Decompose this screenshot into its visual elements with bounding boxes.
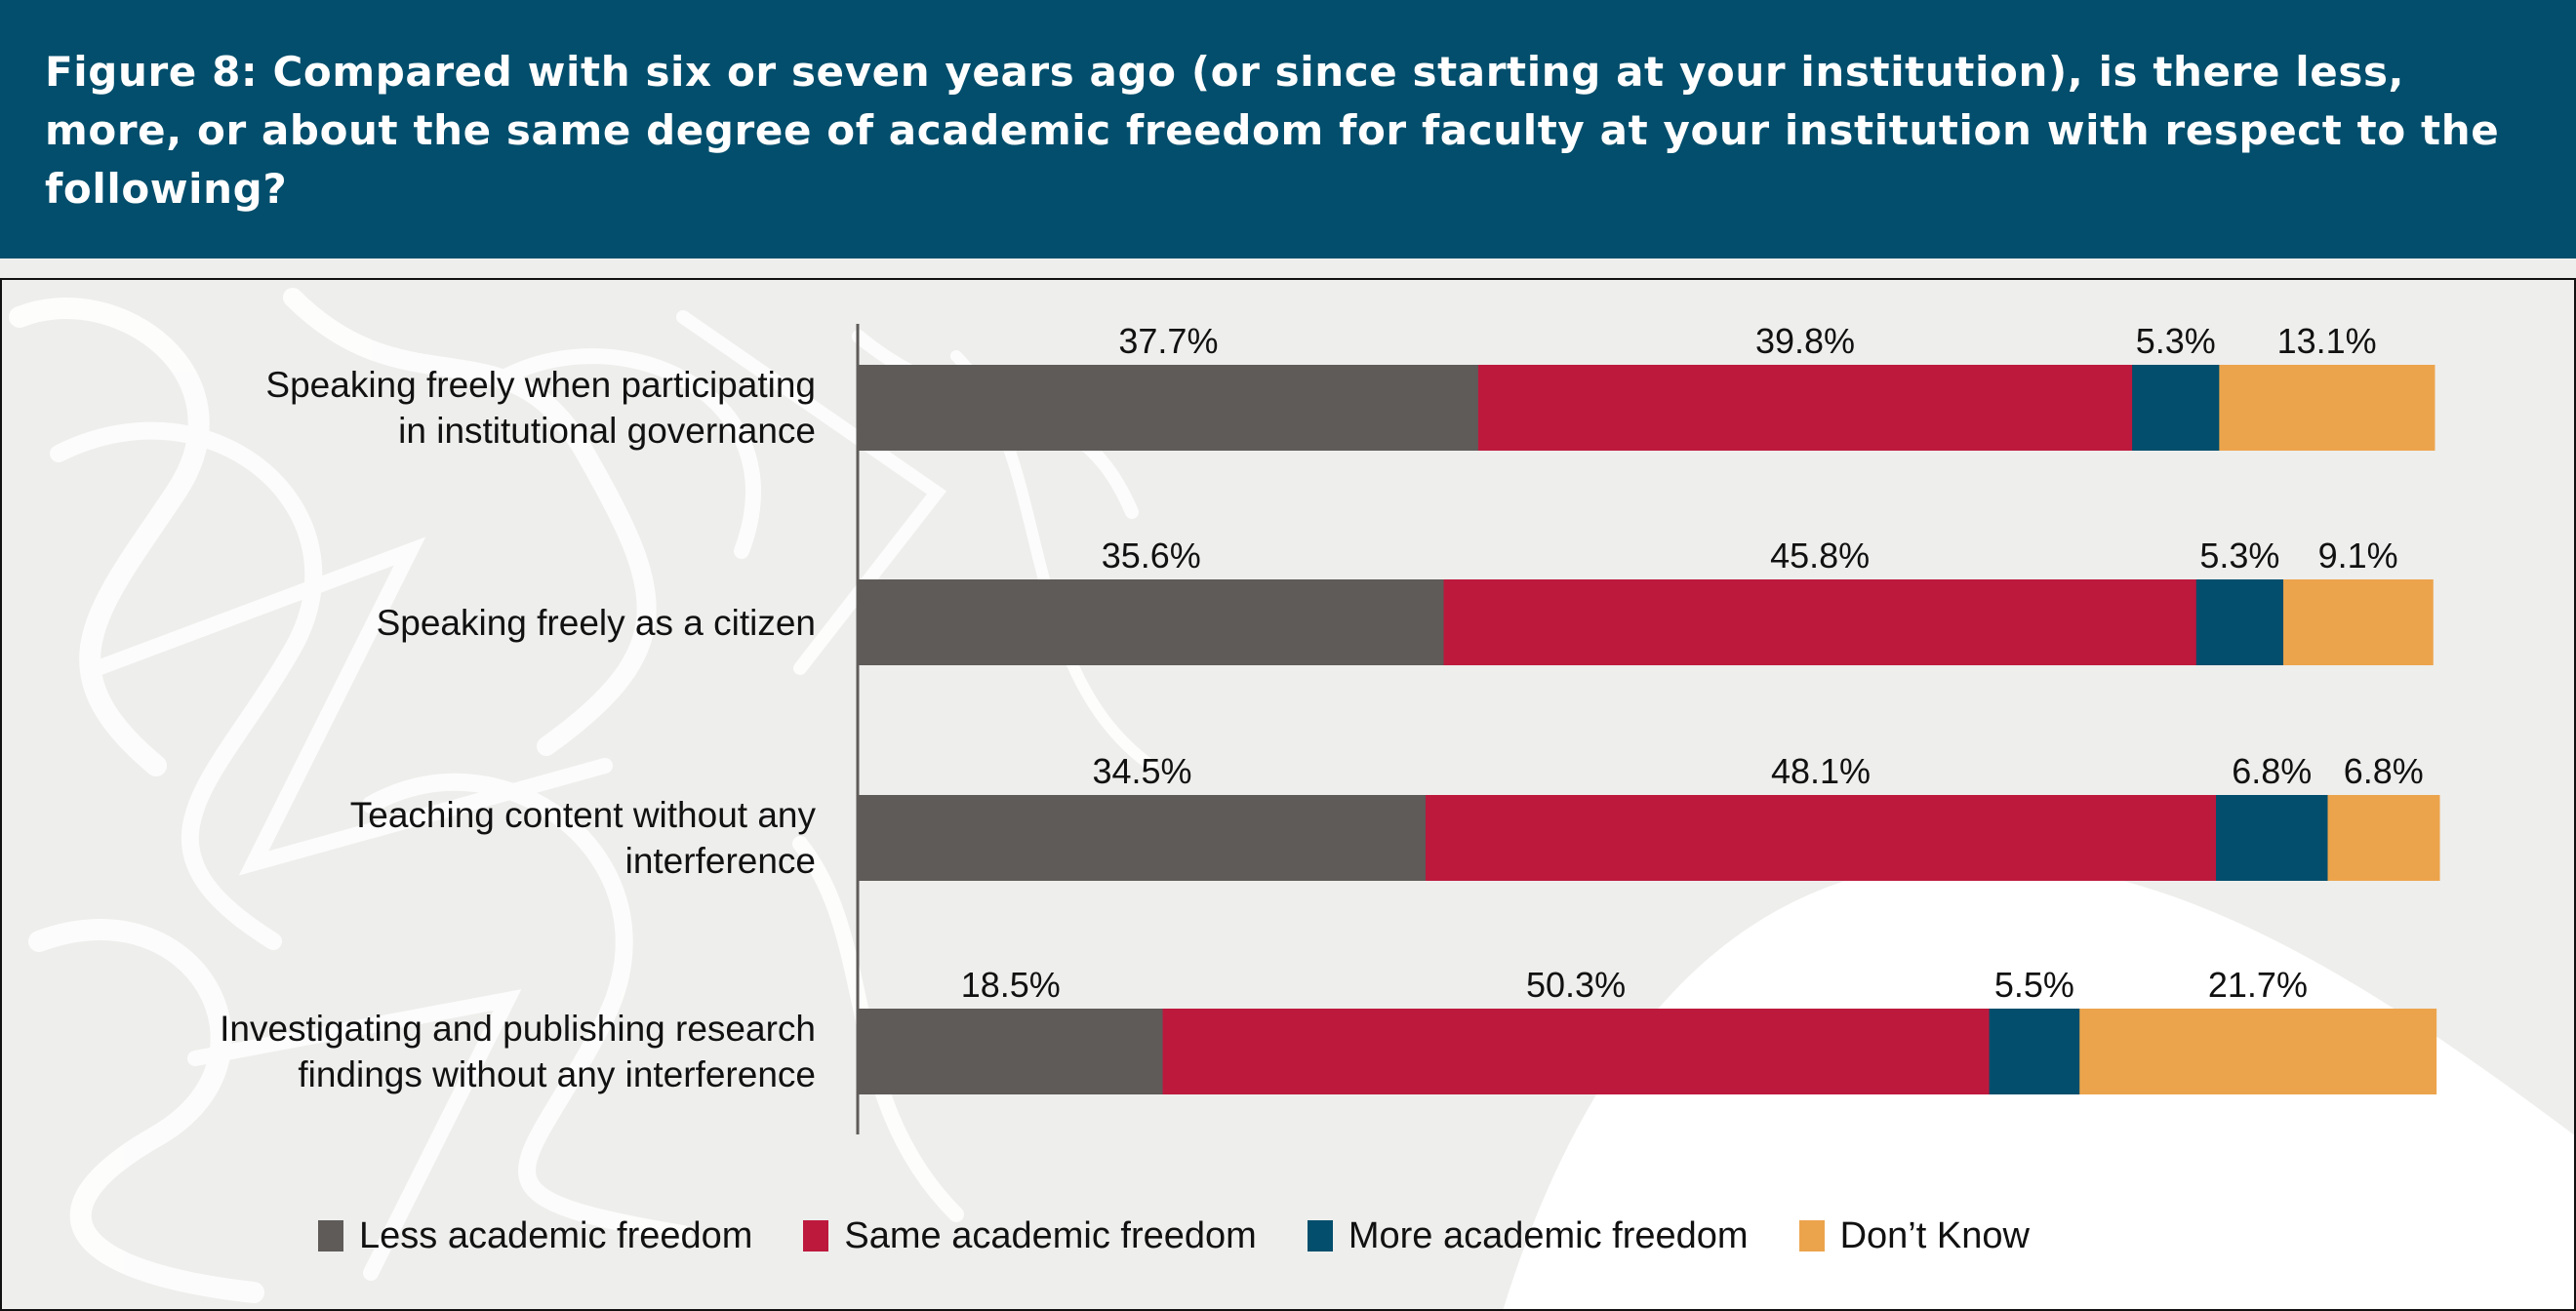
category-label: Investigating and publishing research fin… [35,1006,816,1097]
bar-segment-dont-know [2079,1009,2437,1094]
bar-segment-more [1989,1009,2080,1094]
legend-swatch-less [318,1220,343,1251]
legend-item-dont-know: Don’t Know [1798,1214,2030,1257]
watermark-stroke [28,919,264,1303]
category-label-line: Speaking freely when participating [265,365,816,405]
data-label-more: 5.5% [1994,965,2074,1005]
category-label-line: Speaking freely as a citizen [376,602,816,643]
data-label-less: 18.5% [961,965,1061,1005]
category-label-line: Investigating and publishing research [220,1009,816,1049]
watermark-stroke [50,421,323,950]
legend-swatch-same [803,1220,829,1251]
bar-segment-less [859,1009,1164,1094]
legend-item-more: More academic freedom [1307,1214,1749,1257]
watermark-stroke [283,288,657,756]
legend-label-less: Less academic freedom [359,1214,753,1256]
data-label-same: 39.8% [1755,321,1855,361]
category-label-line: interference [624,841,816,881]
watermark-stroke [9,298,210,776]
bars-group [859,365,2440,1094]
watermark-stroke [500,348,761,559]
data-label-less: 35.6% [1102,536,1201,576]
bar-segment-same [1477,365,2133,451]
data-label-more: 5.3% [2199,536,2279,576]
data-label-less: 34.5% [1092,751,1191,791]
data-label-dont-know: 6.8% [2344,751,2424,791]
legend-item-same: Same academic freedom [803,1214,1257,1257]
bar-segment-less [859,579,1445,665]
data-label-same: 50.3% [1526,965,1626,1005]
watermark-stroke [676,310,947,675]
legend-item-less: Less academic freedom [318,1215,752,1257]
category-label: Speaking freely as a citizen [35,600,816,646]
bar-segment-more [2215,795,2328,881]
data-label-same: 48.1% [1771,751,1871,791]
watermark-stroke [187,989,522,1281]
category-label: Teaching content without any interference [35,792,816,884]
watermark-stroke [362,773,692,1243]
category-label-line: in institutional governance [398,411,816,451]
figure-header: Figure 8: Compared with six or seven yea… [0,0,2576,258]
legend-swatch-dont-know [1798,1220,1825,1251]
bar-segment-less [859,365,1479,451]
bar-segment-dont-know [2283,579,2434,665]
bar-segment-same [1162,1009,1991,1094]
bar-segment-same [1425,795,2217,881]
category-label-line: findings without any interference [298,1054,816,1094]
data-label-less: 37.7% [1118,321,1218,361]
bar-segment-dont-know [2219,365,2435,451]
data-label-same: 45.8% [1770,536,1870,576]
data-label-dont-know: 13.1% [2277,321,2377,361]
bar-segment-more [2195,579,2284,665]
legend-label-same: Same academic freedom [844,1214,1257,1256]
bar-segment-same [1443,579,2197,665]
chart-frame [0,278,2576,1311]
legend: Less academic freedom Same academic free… [318,1213,2080,1258]
watermark-stroke [90,536,613,876]
legend-label-more: More academic freedom [1348,1214,1749,1256]
data-label-dont-know: 9.1% [2318,536,2398,576]
data-label-more: 6.8% [2232,751,2312,791]
value-labels-group: 37.7% 39.8% 5.3% 13.1% 35.6% 45.8% 5.3% 9.1% 34.… [961,321,2424,1005]
legend-label-dont-know: Don’t Know [1839,1214,2030,1256]
bar-segment-less [859,795,1427,881]
bar-segment-dont-know [2327,795,2440,881]
data-label-more: 5.3% [2136,321,2216,361]
figure-title: Figure 8: Compared with six or seven yea… [45,48,2500,213]
bar-segment-more [2132,365,2220,451]
data-label-dont-know: 21.7% [2208,965,2308,1005]
legend-swatch-more [1307,1220,1333,1251]
category-label: Speaking freely when participating in ins… [35,362,816,454]
category-label-line: Teaching content without any [349,795,816,835]
